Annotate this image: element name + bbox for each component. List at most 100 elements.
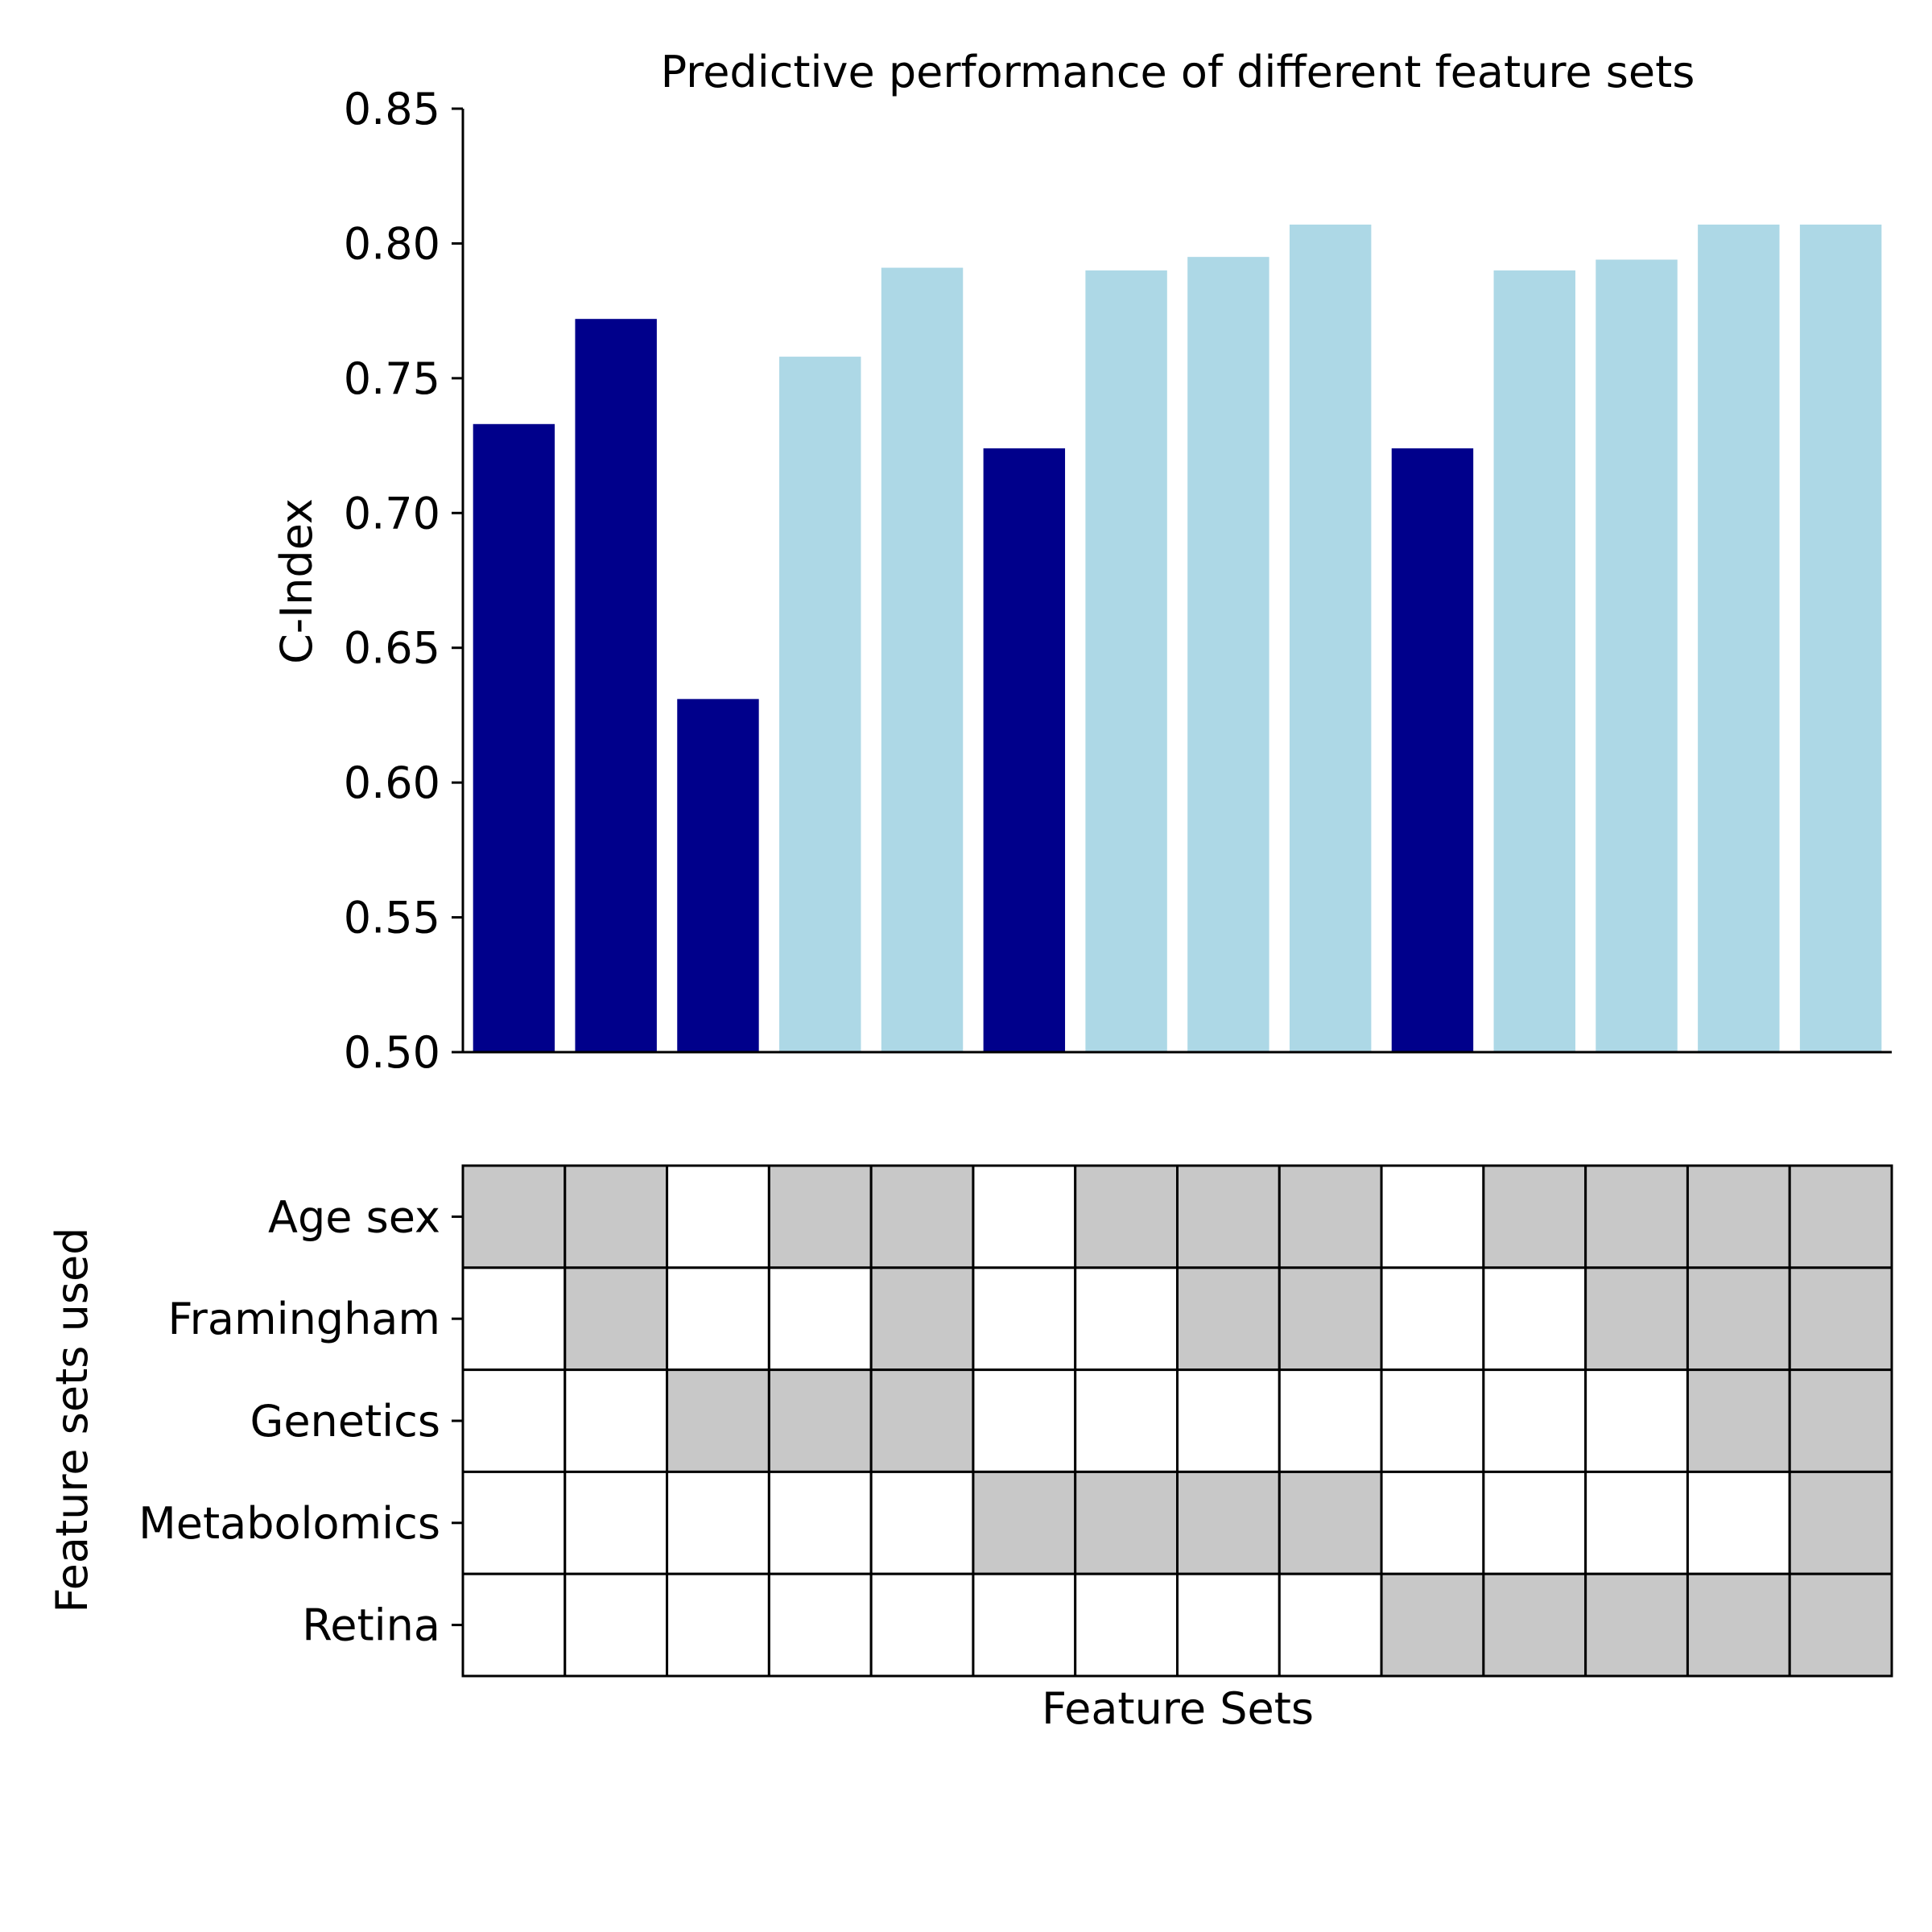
matrix-cell bbox=[1176, 1266, 1281, 1372]
y-tick-label: 0.75 bbox=[344, 353, 440, 404]
matrix-row-label: Metabolomics bbox=[138, 1498, 440, 1549]
matrix-cell bbox=[1176, 1572, 1281, 1678]
matrix-cell bbox=[666, 1164, 770, 1269]
matrix-cell bbox=[1788, 1470, 1893, 1575]
matrix-cell bbox=[767, 1266, 873, 1372]
matrix-row-label: Age sex bbox=[268, 1191, 440, 1242]
matrix-cell bbox=[1686, 1470, 1791, 1575]
y-tick-label: 0.85 bbox=[344, 84, 440, 134]
matrix-cell bbox=[1482, 1368, 1587, 1473]
matrix-cell bbox=[1584, 1266, 1689, 1372]
matrix-cell bbox=[1176, 1368, 1281, 1473]
matrix-cell bbox=[1278, 1470, 1383, 1575]
matrix-cell bbox=[972, 1470, 1077, 1575]
matrix-cell bbox=[1788, 1164, 1893, 1269]
matrix-cell bbox=[972, 1572, 1077, 1678]
x-axis-title: Feature Sets bbox=[1042, 1683, 1314, 1734]
matrix-cell bbox=[666, 1368, 770, 1473]
bar-2 bbox=[575, 319, 657, 1052]
bar-6 bbox=[983, 448, 1066, 1052]
matrix-cell bbox=[1584, 1470, 1689, 1575]
matrix-cell bbox=[1380, 1266, 1485, 1372]
matrix-cell bbox=[1074, 1572, 1179, 1678]
y-tick-label: 0.65 bbox=[344, 623, 440, 674]
matrix-cell bbox=[972, 1266, 1077, 1372]
matrix-cell bbox=[869, 1470, 975, 1575]
y-tick-label: 0.55 bbox=[344, 893, 440, 943]
bar-3 bbox=[677, 699, 759, 1052]
matrix-cell bbox=[1176, 1164, 1281, 1269]
matrix-cell bbox=[869, 1572, 975, 1678]
matrix-cell bbox=[1788, 1266, 1893, 1372]
matrix-cell bbox=[1278, 1164, 1383, 1269]
bar-plot-area bbox=[473, 224, 1882, 1052]
bar-4 bbox=[779, 357, 861, 1052]
matrix-cell bbox=[666, 1266, 770, 1372]
y-axis: 0.50 0.55 0.60 0.65 0.70 0.75 0.80 0.85 bbox=[344, 84, 1892, 1078]
matrix-cell bbox=[1380, 1368, 1485, 1473]
matrix-cell bbox=[1584, 1368, 1689, 1473]
matrix-cell bbox=[1482, 1164, 1587, 1269]
y-axis-title: C-Index bbox=[271, 498, 322, 664]
matrix-cell bbox=[1482, 1572, 1587, 1678]
matrix-cell bbox=[1074, 1266, 1179, 1372]
matrix-cell bbox=[1584, 1164, 1689, 1269]
matrix-cell bbox=[869, 1266, 975, 1372]
matrix-cell bbox=[869, 1164, 975, 1269]
matrix-cell bbox=[1380, 1164, 1485, 1269]
matrix-cell bbox=[461, 1470, 567, 1575]
bar-8 bbox=[1187, 257, 1269, 1052]
matrix-cell bbox=[869, 1368, 975, 1473]
matrix-cell bbox=[1380, 1470, 1485, 1575]
matrix-cell bbox=[767, 1164, 873, 1269]
matrix-cell bbox=[564, 1572, 669, 1678]
matrix-row-label: Genetics bbox=[250, 1396, 440, 1447]
chart-title: Predictive performance of different feat… bbox=[661, 47, 1695, 97]
matrix-cell bbox=[972, 1164, 1077, 1269]
matrix-cell bbox=[564, 1368, 669, 1473]
y-tick-label: 0.80 bbox=[344, 218, 440, 269]
bar-14 bbox=[1799, 224, 1882, 1052]
matrix-cell bbox=[767, 1470, 873, 1575]
bar-13 bbox=[1698, 224, 1780, 1052]
matrix-cell bbox=[767, 1368, 873, 1473]
bar-7 bbox=[1085, 270, 1167, 1052]
matrix-cell bbox=[767, 1572, 873, 1678]
matrix-cell bbox=[666, 1572, 770, 1678]
matrix-cell bbox=[461, 1572, 567, 1678]
matrix-cell bbox=[1380, 1572, 1485, 1678]
y-tick-label: 0.60 bbox=[344, 758, 440, 808]
matrix-cell bbox=[1686, 1164, 1791, 1269]
y-tick-label: 0.50 bbox=[344, 1027, 440, 1078]
matrix-cell bbox=[1686, 1572, 1791, 1678]
bar-11 bbox=[1493, 270, 1575, 1052]
matrix-cell bbox=[1074, 1368, 1179, 1473]
bar-5 bbox=[881, 267, 964, 1052]
matrix-y-axis-title: Feature sets used bbox=[47, 1228, 97, 1613]
matrix-cell bbox=[1278, 1368, 1383, 1473]
matrix-row-label: Framingham bbox=[168, 1294, 440, 1344]
matrix-cell bbox=[461, 1164, 567, 1269]
y-tick-label: 0.70 bbox=[344, 488, 440, 539]
matrix-cell bbox=[564, 1470, 669, 1575]
bar-1 bbox=[473, 423, 555, 1052]
bar-9 bbox=[1289, 224, 1372, 1052]
matrix-cell bbox=[1278, 1266, 1383, 1372]
matrix-cell bbox=[972, 1368, 1077, 1473]
matrix-cell bbox=[1482, 1266, 1587, 1372]
matrix-cell bbox=[1176, 1470, 1281, 1575]
matrix-cell bbox=[1074, 1164, 1179, 1269]
matrix-cell bbox=[1686, 1368, 1791, 1473]
matrix-cell bbox=[1584, 1572, 1689, 1678]
matrix-cell bbox=[461, 1266, 567, 1372]
matrix-cell bbox=[564, 1164, 669, 1269]
feature-matrix-row-labels: Age sex Framingham Genetics Metabolomics Ret… bbox=[138, 1191, 463, 1651]
matrix-cell bbox=[564, 1266, 669, 1372]
matrix-cell bbox=[1074, 1470, 1179, 1575]
bar-12 bbox=[1596, 259, 1678, 1052]
matrix-cell bbox=[1788, 1368, 1893, 1473]
bar-10 bbox=[1391, 448, 1474, 1052]
matrix-cell bbox=[461, 1368, 567, 1473]
matrix-row-label: Retina bbox=[302, 1600, 440, 1651]
